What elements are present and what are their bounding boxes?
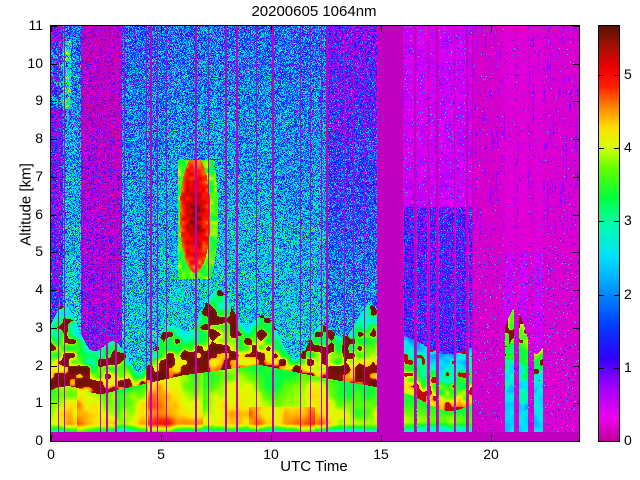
y-tick-mark [51, 101, 57, 102]
y-tick-label: 0 [35, 432, 43, 448]
x-tick-mark [271, 435, 272, 441]
x-tick-label: 15 [373, 446, 389, 462]
y-tick-mark [573, 366, 579, 367]
y-tick-mark [51, 328, 57, 329]
y-axis-title: Altitude [km] [17, 163, 35, 246]
y-tick-mark [51, 26, 57, 27]
y-tick-mark [573, 215, 579, 216]
y-tick-label: 3 [35, 319, 43, 335]
y-tick-mark [573, 26, 579, 27]
colorbar-tick-mark [599, 368, 604, 369]
y-tick-mark [51, 64, 57, 65]
colorbar-tick-mark [599, 148, 604, 149]
x-tick-label: 5 [157, 446, 165, 462]
colorbar-tick-label: 5 [624, 66, 632, 82]
y-tick-mark [573, 403, 579, 404]
y-tick-label: 8 [35, 130, 43, 146]
y-tick-label: 11 [28, 17, 43, 33]
colorbar-tick-mark [599, 75, 604, 76]
colorbar-tick-label: 4 [624, 139, 632, 155]
colorbar-tick-mark [614, 221, 619, 222]
y-tick-mark [573, 139, 579, 140]
y-tick-label: 7 [35, 168, 43, 184]
x-tick-mark [491, 26, 492, 32]
y-tick-mark [573, 441, 579, 442]
y-tick-mark [51, 215, 57, 216]
y-tick-label: 1 [35, 394, 43, 410]
y-tick-mark [51, 252, 57, 253]
colorbar-tick-mark [599, 295, 604, 296]
colorbar-tick-mark [614, 148, 619, 149]
colorbar-tick-mark [599, 221, 604, 222]
y-tick-label: 9 [35, 92, 43, 108]
x-tick-label: 20 [483, 446, 499, 462]
y-tick-mark [573, 252, 579, 253]
colorbar-tick-mark [614, 75, 619, 76]
y-tick-label: 2 [35, 357, 43, 373]
x-tick-mark [381, 435, 382, 441]
x-tick-mark [381, 26, 382, 32]
x-tick-mark [161, 26, 162, 32]
x-tick-mark [161, 435, 162, 441]
y-tick-label: 5 [35, 243, 43, 259]
x-tick-mark [271, 26, 272, 32]
colorbar[interactable] [598, 25, 620, 442]
x-tick-label: 10 [263, 446, 279, 462]
colorbar-tick-mark [599, 441, 604, 442]
x-tick-label: 0 [47, 446, 55, 462]
colorbar-tick-label: 3 [624, 212, 632, 228]
lidar-backscatter-heatmap[interactable] [51, 26, 579, 441]
y-tick-mark [51, 177, 57, 178]
y-tick-mark [573, 177, 579, 178]
y-tick-mark [51, 403, 57, 404]
y-tick-mark [51, 441, 57, 442]
y-tick-label: 4 [35, 281, 43, 297]
x-tick-mark [491, 435, 492, 441]
x-axis-title: UTC Time [280, 458, 348, 475]
colorbar-gradient [599, 26, 619, 441]
y-tick-label: 10 [27, 55, 43, 71]
y-tick-mark [51, 139, 57, 140]
colorbar-tick-mark [614, 441, 619, 442]
y-tick-mark [573, 101, 579, 102]
page-title: 20200605 1064nm [251, 3, 377, 20]
colorbar-tick-label: 1 [624, 359, 632, 375]
colorbar-tick-label: 0 [624, 432, 632, 448]
y-tick-label: 6 [35, 206, 43, 222]
y-tick-mark [573, 290, 579, 291]
y-tick-mark [573, 64, 579, 65]
colorbar-tick-mark [614, 368, 619, 369]
x-tick-mark [51, 26, 52, 32]
heatmap-axes[interactable] [50, 25, 580, 442]
x-tick-mark [51, 435, 52, 441]
colorbar-tick-mark [614, 295, 619, 296]
y-tick-mark [51, 366, 57, 367]
colorbar-tick-label: 2 [624, 286, 632, 302]
y-tick-mark [573, 328, 579, 329]
y-tick-mark [51, 290, 57, 291]
